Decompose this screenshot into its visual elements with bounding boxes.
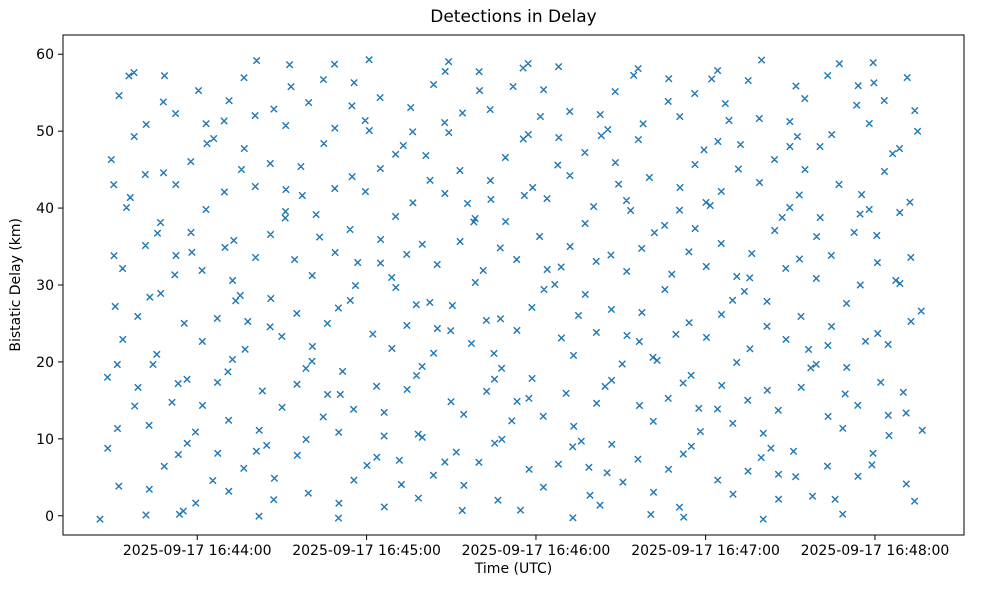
x-axis-label: Time (UTC)	[474, 561, 553, 577]
x-tick-label: 2025-09-17 16:47:00	[631, 543, 780, 559]
plot-frame	[62, 34, 965, 536]
scatter-points	[96, 56, 926, 523]
y-tick-label: 60	[36, 47, 54, 63]
y-tick-label: 40	[36, 201, 54, 217]
y-tick-label: 20	[36, 355, 54, 371]
y-tick-label: 30	[36, 278, 54, 294]
y-tick-label: 50	[36, 124, 54, 140]
x-tick-label: 2025-09-17 16:46:00	[462, 543, 611, 559]
y-tick-label: 10	[36, 432, 54, 448]
x-tick-label: 2025-09-17 16:48:00	[801, 543, 950, 559]
y-tick-label: 0	[45, 509, 54, 525]
x-tick-label: 2025-09-17 16:44:00	[123, 543, 272, 559]
x-tick-label: 2025-09-17 16:45:00	[292, 543, 441, 559]
chart-title: Detections in Delay	[430, 7, 597, 27]
